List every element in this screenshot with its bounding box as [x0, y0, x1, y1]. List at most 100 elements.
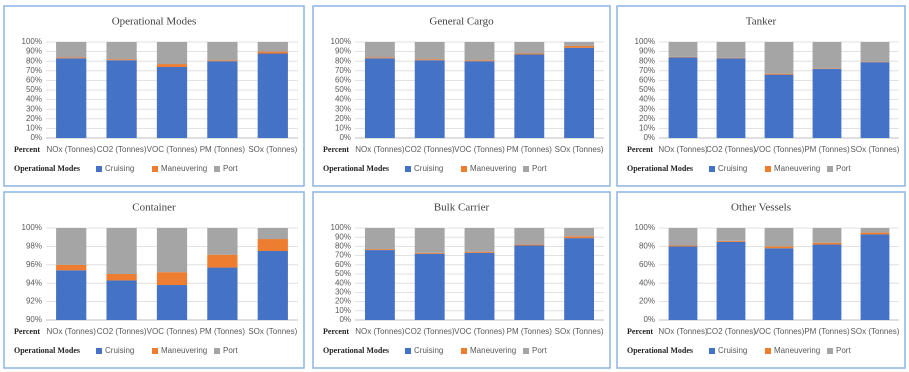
y-tick-label: 50% — [335, 269, 351, 278]
x-tick-label: PM (Tonnes) — [507, 145, 553, 154]
legend-swatch — [523, 166, 529, 172]
bar-segment — [364, 42, 395, 58]
y-tick-label: 50% — [26, 85, 42, 94]
bar-segment — [106, 274, 137, 281]
y-tick-label: 30% — [335, 288, 351, 297]
bar-segment — [257, 51, 288, 54]
bar-segment — [364, 57, 395, 59]
legend-title: Operational Modes — [627, 346, 693, 355]
chart-title: Operational Modes — [112, 16, 197, 28]
bar-segment — [514, 244, 545, 246]
x-tick-label: NOx (Tonnes) — [47, 327, 97, 336]
x-tick-label: SOx (Tonnes) — [555, 145, 604, 154]
x-tick-label: CO2 (Tonnes) — [97, 327, 147, 336]
legend-swatch — [523, 348, 529, 354]
bar-segment — [464, 228, 495, 252]
legend-title: Operational Modes — [323, 164, 389, 173]
y-tick-label: 100% — [331, 223, 351, 232]
bar-segment — [716, 42, 746, 58]
bar-segment — [812, 68, 842, 138]
legend-label: Cruising — [414, 346, 443, 355]
bar-segment — [860, 228, 890, 233]
x-tick-label: CO2 (Tonnes) — [706, 145, 756, 154]
bar-segment — [464, 251, 495, 253]
legend-swatch — [827, 166, 833, 172]
bar-segment — [56, 42, 87, 58]
y-tick-label: 98% — [26, 242, 42, 251]
y-tick-label: 100% — [22, 37, 42, 46]
y-tick-label: 0% — [339, 315, 351, 324]
legend-label: Cruising — [414, 164, 443, 173]
x-tick-label: PM (Tonnes) — [804, 145, 850, 154]
x-tick-label: NOx (Tonnes) — [355, 327, 405, 336]
x-tick-label: SOx (Tonnes) — [851, 145, 900, 154]
bar-segment — [716, 241, 746, 320]
y-tick-label: 100% — [22, 223, 42, 232]
bar-segment — [364, 58, 395, 138]
x-tick-label: CO2 (Tonnes) — [405, 327, 455, 336]
bar-segment — [106, 280, 137, 320]
y-tick-label: 60% — [335, 76, 351, 85]
bar-segment — [564, 238, 595, 320]
bar-segment — [207, 228, 238, 255]
bar-segment — [860, 62, 890, 138]
legend-swatch — [152, 348, 158, 354]
y-tick-label: 50% — [335, 85, 351, 94]
bar-segment — [257, 251, 288, 320]
y-tick-label: 80% — [335, 242, 351, 251]
panel — [312, 5, 611, 187]
y-tick-label: 30% — [335, 104, 351, 113]
bar-segment — [56, 57, 87, 59]
x-axis-label: Percent — [323, 145, 349, 154]
bar-segment — [812, 42, 842, 69]
bar-segment — [716, 228, 746, 241]
legend-swatch — [96, 348, 102, 354]
legend-swatch — [709, 166, 715, 172]
bar-segment — [764, 74, 794, 138]
bar-segment — [156, 42, 188, 65]
y-tick-label: 60% — [335, 260, 351, 269]
y-tick-label: 20% — [335, 297, 351, 306]
bar-segment — [514, 54, 545, 139]
y-tick-label: 100% — [635, 223, 655, 232]
bar-segment — [156, 228, 188, 273]
bar-segment — [668, 57, 698, 138]
bar-segment — [56, 264, 87, 271]
chart-title: Container — [132, 202, 176, 214]
legend-label: Cruising — [718, 164, 747, 173]
y-tick-label: 40% — [26, 95, 42, 104]
y-tick-label: 20% — [639, 114, 655, 123]
bar-segment — [56, 228, 87, 265]
bar-segment — [860, 232, 890, 235]
x-tick-label: PM (Tonnes) — [200, 145, 246, 154]
bar-segment — [564, 45, 595, 48]
y-tick-label: 10% — [26, 124, 42, 133]
y-tick-label: 50% — [639, 85, 655, 94]
y-tick-label: 0% — [643, 133, 655, 142]
y-tick-label: 60% — [639, 76, 655, 85]
legend-swatch — [405, 166, 411, 172]
panel — [616, 5, 906, 187]
y-tick-label: 60% — [639, 260, 655, 269]
x-tick-label: CO2 (Tonnes) — [405, 145, 455, 154]
x-tick-label: VOC (Tonnes) — [454, 327, 505, 336]
bar-segment — [414, 59, 445, 61]
x-tick-label: VOC (Tonnes) — [754, 327, 805, 336]
bar-segment — [514, 42, 545, 54]
x-tick-label: CO2 (Tonnes) — [706, 327, 756, 336]
legend-label: Maneuvering — [161, 164, 207, 173]
y-tick-label: 10% — [335, 306, 351, 315]
bar-segment — [156, 285, 188, 320]
chart-title: Bulk Carrier — [434, 202, 490, 214]
bar-segment — [464, 60, 495, 62]
y-tick-label: 70% — [335, 251, 351, 260]
legend-label: Port — [532, 346, 547, 355]
x-tick-label: PM (Tonnes) — [200, 327, 246, 336]
bar-segment — [514, 245, 545, 320]
legend-swatch — [214, 348, 220, 354]
y-tick-label: 94% — [26, 278, 42, 287]
bar-segment — [364, 228, 395, 250]
legend-label: Cruising — [105, 164, 134, 173]
legend-swatch — [827, 348, 833, 354]
x-tick-label: NOx (Tonnes) — [658, 327, 708, 336]
